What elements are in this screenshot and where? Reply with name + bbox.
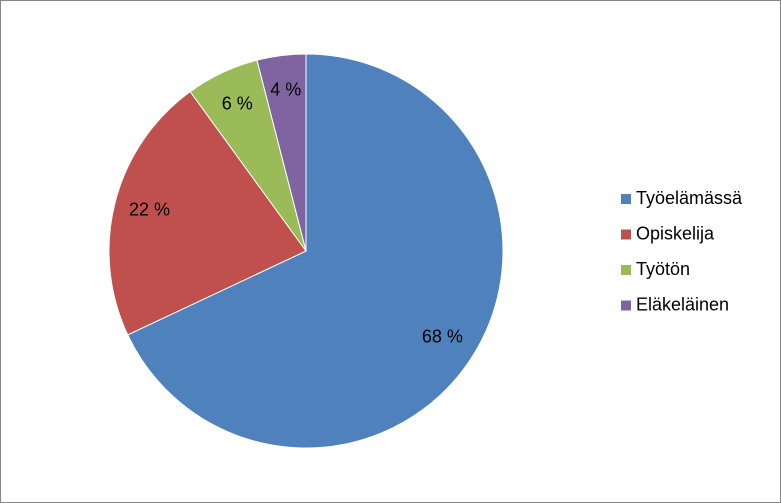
pie-slice [127, 53, 504, 449]
data-label: 4 % [270, 79, 301, 99]
pie-slice [256, 53, 307, 252]
legend-label: Eläkeläinen [636, 294, 729, 314]
data-label: 68 % [422, 326, 463, 346]
data-label: 22 % [129, 200, 170, 220]
pie-slice [108, 90, 307, 336]
legend-label: Opiskelija [636, 223, 715, 243]
data-label: 6 % [222, 94, 253, 114]
legend-swatch [621, 265, 631, 275]
legend-swatch [621, 229, 631, 240]
legend-label: Työtön [636, 259, 690, 279]
legend-swatch [621, 194, 631, 204]
legend-label: Työelämässä [636, 188, 743, 208]
legend-swatch [621, 300, 631, 311]
